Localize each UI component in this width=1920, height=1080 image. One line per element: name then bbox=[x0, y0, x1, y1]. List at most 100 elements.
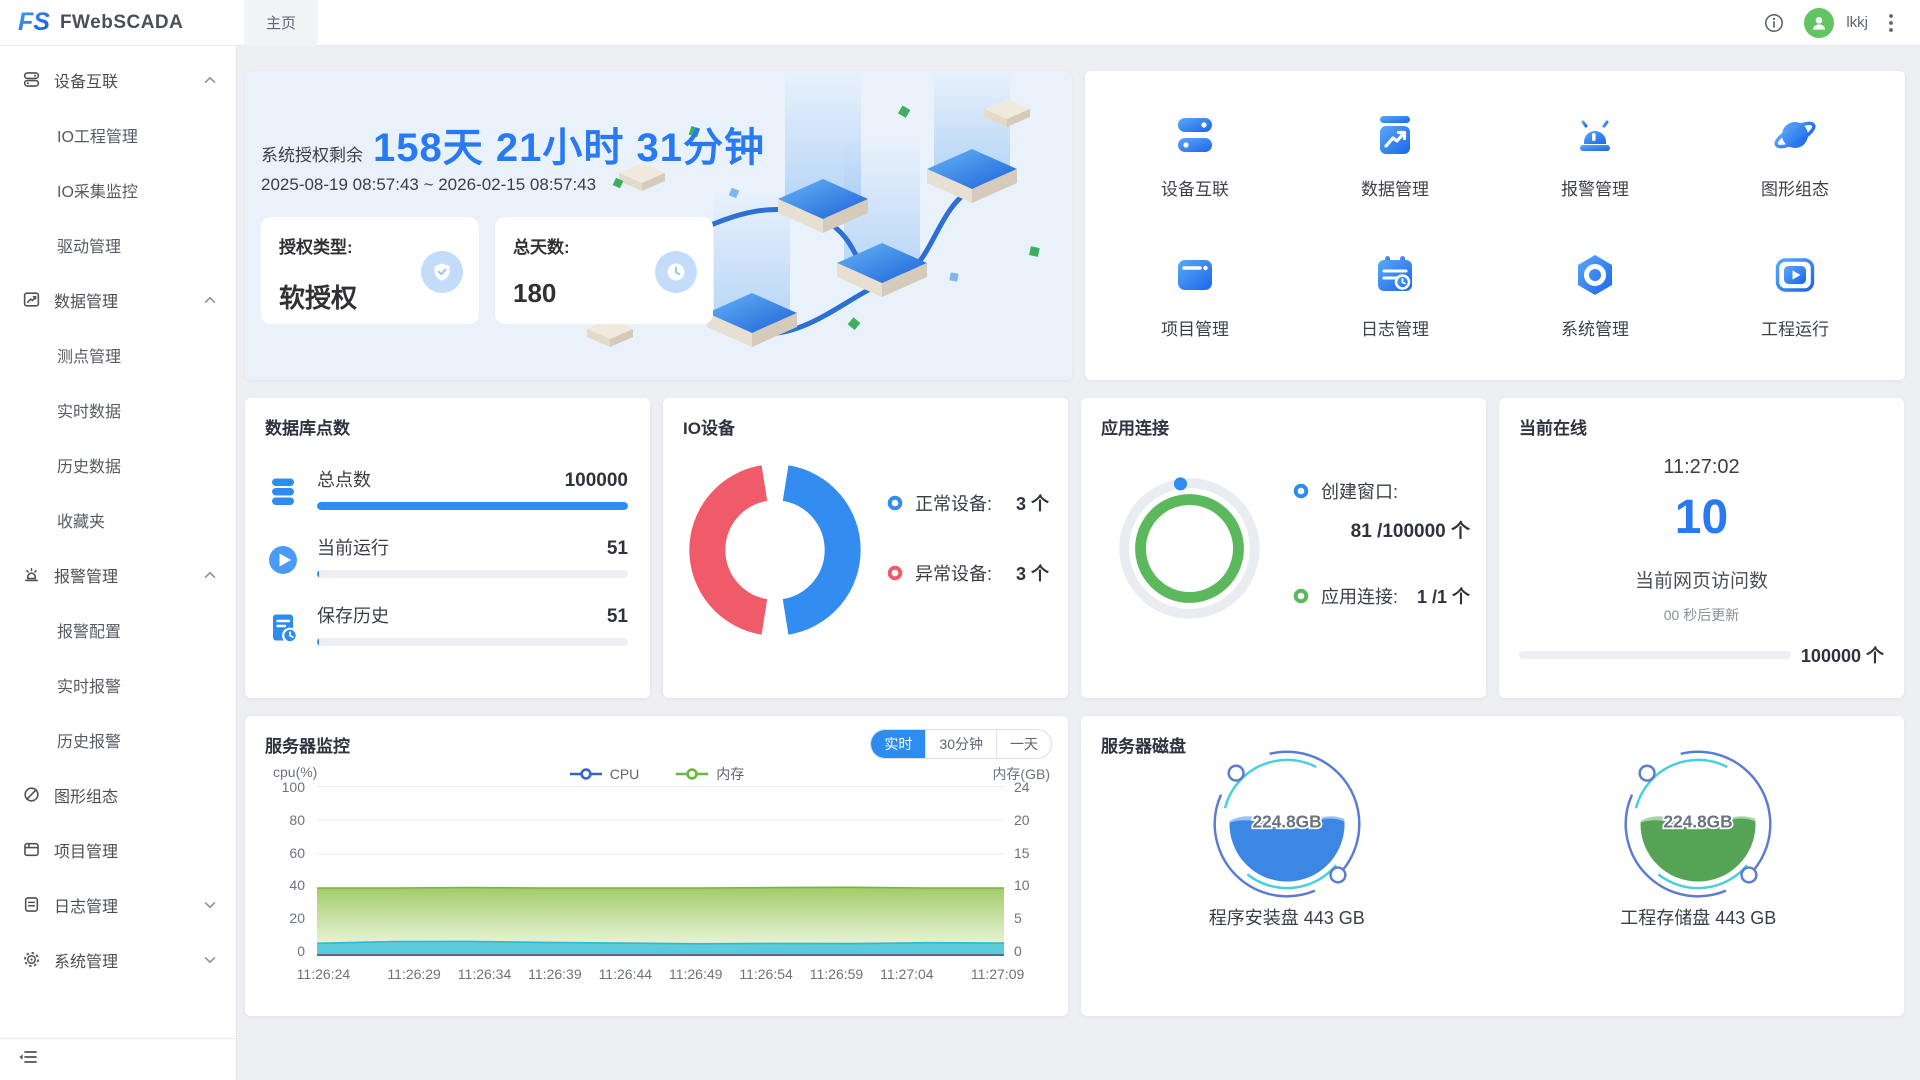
legend-normal-devices[interactable]: 正常设备: 3 个 bbox=[887, 490, 1049, 516]
range-1day-button[interactable]: 一天 bbox=[996, 730, 1051, 758]
db-row-value: 100000 bbox=[564, 470, 628, 491]
db-points-card: 数据库点数 总点数 100000 当前运行 51 bbox=[245, 398, 650, 698]
line-marker-icon bbox=[569, 768, 602, 780]
online-count: 10 bbox=[1674, 491, 1729, 544]
sidebar-item-system-mgmt[interactable]: 系统管理 bbox=[0, 932, 236, 987]
sidebar-item-driver-mgmt[interactable]: 驱动管理 bbox=[0, 217, 236, 272]
data-icon bbox=[23, 292, 40, 307]
sidebar-item-log-mgmt[interactable]: 日志管理 bbox=[0, 877, 236, 932]
ring-bullet-icon bbox=[887, 495, 903, 511]
legend-cpu[interactable]: CPU bbox=[569, 766, 639, 782]
sidebar-child-label: 驱动管理 bbox=[57, 238, 122, 256]
license-type-value: 软授权 bbox=[279, 283, 358, 313]
chevron-up-icon bbox=[204, 76, 216, 84]
disk-label: 工程存储盘 443 GB bbox=[1620, 908, 1777, 929]
top-header: FS FWebSCADA 主页 lkkj bbox=[0, 0, 1920, 46]
quicknav-project-run[interactable]: 工程运行 bbox=[1695, 226, 1895, 367]
sidebar-item-history-data[interactable]: 历史数据 bbox=[0, 437, 236, 492]
quicknav-label: 数据管理 bbox=[1361, 179, 1429, 199]
sidebar: 设备互联 IO工程管理 IO采集监控 驱动管理 数据管理 测点管理 实时数据 历… bbox=[0, 46, 237, 1080]
isometric-illustration bbox=[587, 71, 1040, 347]
db-row-value: 51 bbox=[606, 538, 628, 559]
play-icon bbox=[269, 546, 297, 574]
sidebar-item-alarm-mgmt[interactable]: 报警管理 bbox=[0, 547, 236, 602]
tab-home[interactable]: 主页 bbox=[244, 0, 319, 46]
sidebar-item-graphics[interactable]: 图形组态 bbox=[0, 767, 236, 822]
sidebar-child-label: IO采集监控 bbox=[57, 183, 138, 201]
chevron-down-icon bbox=[204, 956, 216, 964]
run-icon bbox=[1775, 258, 1815, 292]
sidebar-child-label: 报警配置 bbox=[57, 623, 122, 641]
graphics-icon bbox=[24, 787, 39, 802]
user-avatar[interactable] bbox=[1804, 7, 1835, 38]
db-points-title: 数据库点数 bbox=[265, 419, 350, 438]
sidebar-item-io-project-mgmt[interactable]: IO工程管理 bbox=[0, 107, 236, 162]
legend-app-connection[interactable]: 应用连接: 1 /1 个 bbox=[1293, 583, 1470, 609]
db-points-row-total: 总点数 100000 bbox=[265, 466, 628, 510]
quicknav-label: 工程运行 bbox=[1761, 320, 1829, 340]
quicknav-data-mgmt[interactable]: 数据管理 bbox=[1295, 85, 1495, 226]
monitor-chart bbox=[317, 786, 1004, 956]
sidebar-item-alarm-config[interactable]: 报警配置 bbox=[0, 602, 236, 657]
tab-home-label: 主页 bbox=[266, 15, 297, 32]
online-title: 当前在线 bbox=[1519, 419, 1587, 438]
range-30min-button[interactable]: 30分钟 bbox=[925, 730, 996, 758]
online-refresh: 00 秒后更新 bbox=[1663, 607, 1740, 623]
db-points-row-running: 当前运行 51 bbox=[265, 534, 628, 578]
log-icon bbox=[1378, 256, 1412, 292]
sidebar-item-io-collect-monitor[interactable]: IO采集监控 bbox=[0, 162, 236, 217]
range-realtime-button[interactable]: 实时 bbox=[871, 730, 926, 758]
system-icon bbox=[24, 952, 39, 967]
quicknav-label: 系统管理 bbox=[1561, 320, 1629, 340]
sidebar-item-favorites[interactable]: 收藏夹 bbox=[0, 492, 236, 547]
legend-abnormal-devices[interactable]: 异常设备: 3 个 bbox=[887, 560, 1049, 586]
sidebar-item-devices[interactable]: 设备互联 bbox=[0, 52, 236, 107]
info-icon[interactable] bbox=[1764, 13, 1784, 33]
quicknav-label: 项目管理 bbox=[1161, 320, 1229, 340]
sidebar-item-realtime-data[interactable]: 实时数据 bbox=[0, 382, 236, 437]
online-time: 11:27:02 bbox=[1663, 456, 1740, 478]
person-icon bbox=[1813, 16, 1826, 30]
memory-line-series bbox=[317, 887, 1004, 888]
legend-label: 创建窗口: bbox=[1321, 482, 1399, 502]
license-period: 2025-08-19 08:57:43 ~ 2026-02-15 08:57:4… bbox=[261, 175, 597, 194]
quicknav-graphics[interactable]: 图形组态 bbox=[1695, 85, 1895, 226]
db-row-value: 51 bbox=[606, 606, 628, 627]
io-devices-donut-chart bbox=[689, 465, 861, 635]
legend-label: 异常设备: bbox=[915, 564, 993, 584]
sidebar-item-data-mgmt[interactable]: 数据管理 bbox=[0, 272, 236, 327]
progress-track bbox=[317, 570, 628, 578]
quicknav-project-mgmt[interactable]: 项目管理 bbox=[1095, 226, 1295, 367]
chevron-up-icon bbox=[204, 296, 216, 304]
project-icon bbox=[1178, 260, 1212, 291]
sidebar-item-history-alarm[interactable]: 历史报警 bbox=[0, 712, 236, 767]
collapse-sidebar-icon[interactable] bbox=[18, 1049, 38, 1070]
sidebar-item-project-mgmt[interactable]: 项目管理 bbox=[0, 822, 236, 877]
devices-icon bbox=[23, 72, 40, 87]
quicknav-system-mgmt[interactable]: 系统管理 bbox=[1495, 226, 1695, 367]
db-row-label: 保存历史 bbox=[317, 606, 389, 626]
kebab-menu-icon[interactable] bbox=[1888, 13, 1894, 33]
legend-memory[interactable]: 内存 bbox=[675, 764, 744, 784]
quicknav-log-mgmt[interactable]: 日志管理 bbox=[1295, 226, 1495, 367]
range-selector: 实时 30分钟 一天 bbox=[870, 729, 1052, 759]
quicknav-label: 日志管理 bbox=[1361, 320, 1429, 340]
sidebar-section-label: 系统管理 bbox=[54, 953, 119, 971]
disk-used-value: 224.8GB bbox=[1664, 811, 1733, 831]
server-monitor-title: 服务器监控 bbox=[265, 737, 350, 756]
quicknav-alarm-mgmt[interactable]: 报警管理 bbox=[1495, 85, 1695, 226]
shield-check-icon bbox=[421, 251, 463, 293]
sidebar-item-point-mgmt[interactable]: 测点管理 bbox=[0, 327, 236, 382]
progress-fill bbox=[317, 638, 320, 646]
db-row-label: 总点数 bbox=[317, 470, 371, 490]
right-axis-label: 内存(GB) bbox=[992, 766, 1050, 782]
disk-gauge-storage: 224.8GB 工程存储盘 443 GB bbox=[1620, 746, 1776, 930]
legend-create-window[interactable]: 创建窗口: bbox=[1293, 478, 1470, 504]
quicknav-label: 报警管理 bbox=[1561, 179, 1629, 199]
quicknav-devices[interactable]: 设备互联 bbox=[1095, 85, 1295, 226]
log-icon bbox=[24, 897, 39, 912]
sidebar-item-realtime-alarm[interactable]: 实时报警 bbox=[0, 657, 236, 712]
left-axis-label: cpu(%) bbox=[273, 764, 318, 780]
quicknav-label: 图形组态 bbox=[1761, 179, 1829, 199]
